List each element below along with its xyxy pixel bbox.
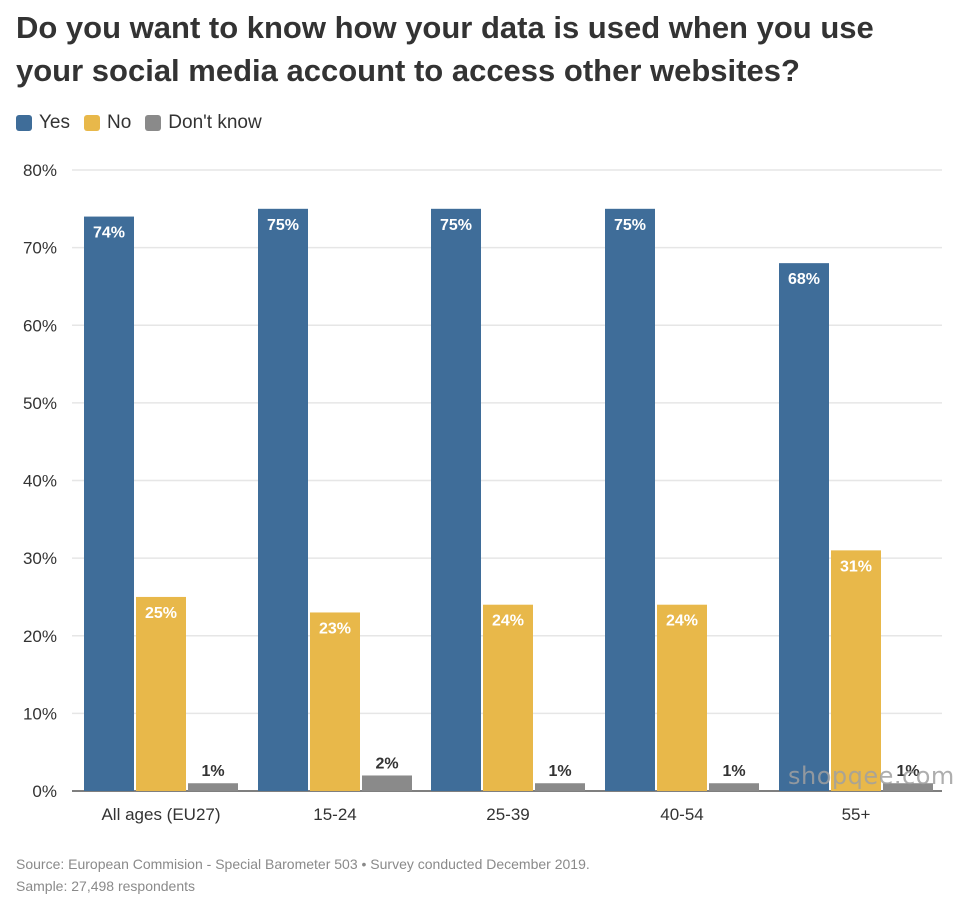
data-label: 25% xyxy=(145,605,177,622)
x-tick-label: 55+ xyxy=(842,805,871,824)
legend-item-no: No xyxy=(84,112,131,134)
legend-label-dont-know: Don't know xyxy=(168,112,262,133)
y-tick-label: 40% xyxy=(23,472,57,491)
data-label: 1% xyxy=(722,763,745,780)
x-tick-label: 15-24 xyxy=(313,805,356,824)
legend-label-yes: Yes xyxy=(39,112,70,133)
bar xyxy=(258,208,308,791)
bar xyxy=(84,216,134,791)
bar xyxy=(535,783,585,791)
data-label: 68% xyxy=(788,271,820,288)
chart-title: Do you want to know how your data is use… xyxy=(16,10,874,88)
y-tick-label: 0% xyxy=(32,782,57,801)
legend-item-dont-know: Don't know xyxy=(145,112,262,134)
legend-swatch-yes xyxy=(16,115,32,131)
legend: Yes No Don't know xyxy=(16,111,276,135)
source-line: Source: European Commision - Special Bar… xyxy=(16,856,590,872)
bar xyxy=(605,208,655,791)
data-label: 75% xyxy=(614,217,646,234)
bar xyxy=(831,550,881,791)
data-label: 1% xyxy=(896,763,919,780)
legend-item-yes: Yes xyxy=(16,112,70,134)
bar xyxy=(883,783,933,791)
bar xyxy=(136,596,186,791)
data-label: 74% xyxy=(93,225,125,242)
bar xyxy=(657,604,707,791)
y-tick-label: 10% xyxy=(23,704,57,723)
y-tick-label: 30% xyxy=(23,549,57,568)
sample-line: Sample: 27,498 respondents xyxy=(16,878,196,894)
y-tick-label: 60% xyxy=(23,316,57,335)
bar xyxy=(483,604,533,791)
x-tick-label: 25-39 xyxy=(486,805,529,824)
data-label: 24% xyxy=(492,613,524,630)
bar xyxy=(310,612,360,791)
source-note: Source: European Commision - Special Bar… xyxy=(16,853,590,897)
bar-chart: 0% 10% 20% 30% 40% 50% 60% 70% 80% 74% 25% 1% All ag… xyxy=(23,161,942,824)
data-label: 31% xyxy=(840,558,872,575)
data-label: 2% xyxy=(375,755,398,772)
legend-swatch-no xyxy=(84,115,100,131)
data-label: 23% xyxy=(319,620,351,637)
bar xyxy=(709,783,759,791)
y-tick-label: 20% xyxy=(23,627,57,646)
y-tick-label: 70% xyxy=(23,239,57,258)
data-label: 75% xyxy=(440,217,472,234)
legend-swatch-dont-know xyxy=(145,115,162,131)
y-tick-label: 80% xyxy=(23,161,57,180)
data-label: 75% xyxy=(267,217,299,234)
bar xyxy=(362,775,412,791)
x-tick-label: All ages (EU27) xyxy=(101,805,220,824)
data-label: 1% xyxy=(201,763,224,780)
bar xyxy=(779,263,829,791)
watermark: shopqee.com xyxy=(788,762,955,790)
x-tick-label: 40-54 xyxy=(660,805,703,824)
bar xyxy=(188,783,238,791)
y-tick-label: 50% xyxy=(23,394,57,413)
legend-label-no: No xyxy=(107,112,132,133)
bar xyxy=(431,208,481,791)
data-label: 1% xyxy=(548,763,571,780)
data-label: 24% xyxy=(666,613,698,630)
